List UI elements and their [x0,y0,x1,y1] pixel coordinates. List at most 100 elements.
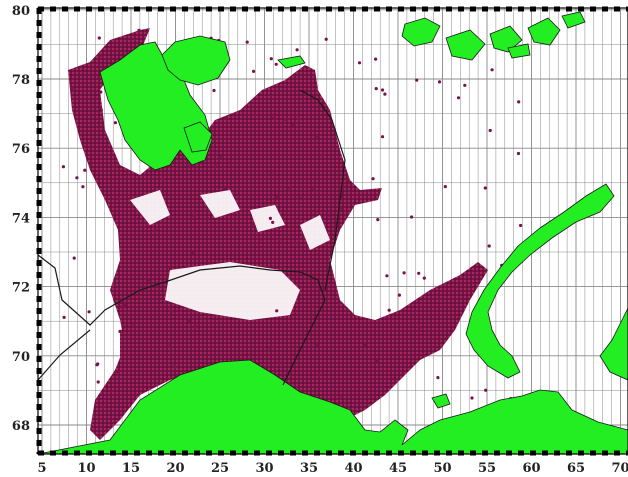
observation-point [357,61,362,65]
observation-point [483,186,487,190]
observation-point [277,359,281,364]
lat-label: 70 [12,350,30,365]
observation-point [192,214,196,218]
franz-josef-5 [561,11,586,29]
observation-point [387,308,391,312]
lon-label: 15 [122,461,140,476]
observation-point [87,310,91,314]
observation-point [187,165,191,169]
franz-josef-3 [489,25,523,53]
lon-label: 50 [433,461,451,476]
land-masses [38,11,628,454]
observation-point [417,271,421,275]
lon-label: 60 [522,461,540,476]
observation-point [116,370,120,374]
longitude-labels: 5 10 15 20 25 30 35 40 45 50 55 60 65 70 [37,461,628,476]
observation-point [137,28,141,32]
observation-points [68,28,488,440]
observation-point [287,186,292,190]
observation-point [170,309,174,313]
observation-point [227,161,231,165]
observation-point [96,380,100,384]
observation-point [410,215,414,219]
observation-point [173,364,177,368]
observation-point [371,177,375,181]
observation-point [437,80,442,84]
lon-label: 10 [77,461,95,476]
observation-point [317,372,321,376]
observation-point [297,295,301,299]
lon-label: 55 [478,461,496,476]
observation-point [277,238,281,242]
observation-point [299,197,303,201]
observation-point [347,181,351,185]
observation-point [402,271,406,275]
svalbard-main [99,41,213,171]
novaya-zemlya [465,183,615,379]
observation-point [327,213,331,217]
observation-point [252,113,256,117]
observation-point [81,185,85,189]
observation-point [95,363,99,367]
observation-point [374,87,378,91]
observation-point [101,404,105,408]
observation-point [62,315,66,319]
observation-point [443,185,447,189]
observation-point [311,188,316,192]
franz-josef-4 [527,17,561,46]
observation-point [251,222,255,226]
lat-label: 68 [12,419,30,434]
observation-point [316,344,320,348]
observation-point [146,278,150,282]
observation-point [517,100,521,104]
observation-point [274,195,278,199]
observation-point [245,40,249,44]
observation-point [456,96,461,100]
lon-label: 30 [255,461,273,476]
observation-point [259,237,263,241]
observation-point [113,121,117,125]
observation-point [269,347,273,351]
observation-point [72,256,76,260]
observation-point [321,153,325,158]
observation-point [375,358,379,362]
observation-point [272,116,276,120]
observation-point [340,395,344,399]
observation-point [340,206,344,210]
observation-point [516,151,521,156]
observation-point [98,54,102,58]
observation-point [380,135,385,139]
observation-point [97,36,101,40]
observation-point [490,68,494,72]
kong-karls-land [277,55,306,69]
observation-point [119,305,123,309]
observation-point [118,329,122,333]
lon-label: 65 [567,461,585,476]
observation-point [274,62,278,66]
observation-point [99,90,103,94]
edgeoya [183,121,213,153]
observation-point [168,267,172,271]
observation-point [132,322,136,326]
observation-point [316,134,320,138]
observation-point [376,218,380,222]
observation-point [213,164,217,168]
observation-point [363,343,367,347]
observation-point [383,92,387,96]
observation-point [271,220,275,224]
observation-point [212,88,216,93]
observation-point [297,117,301,121]
lat-label: 80 [12,4,30,19]
observation-point [275,309,279,313]
observation-point [487,244,491,248]
observation-point [89,163,93,167]
observation-point [269,57,273,61]
observation-point [194,325,199,329]
lon-label: 20 [166,461,184,476]
lat-label: 74 [12,211,30,226]
observation-point [437,297,441,301]
observation-point [268,216,272,220]
observation-point [252,69,256,73]
observation-point [122,303,126,307]
